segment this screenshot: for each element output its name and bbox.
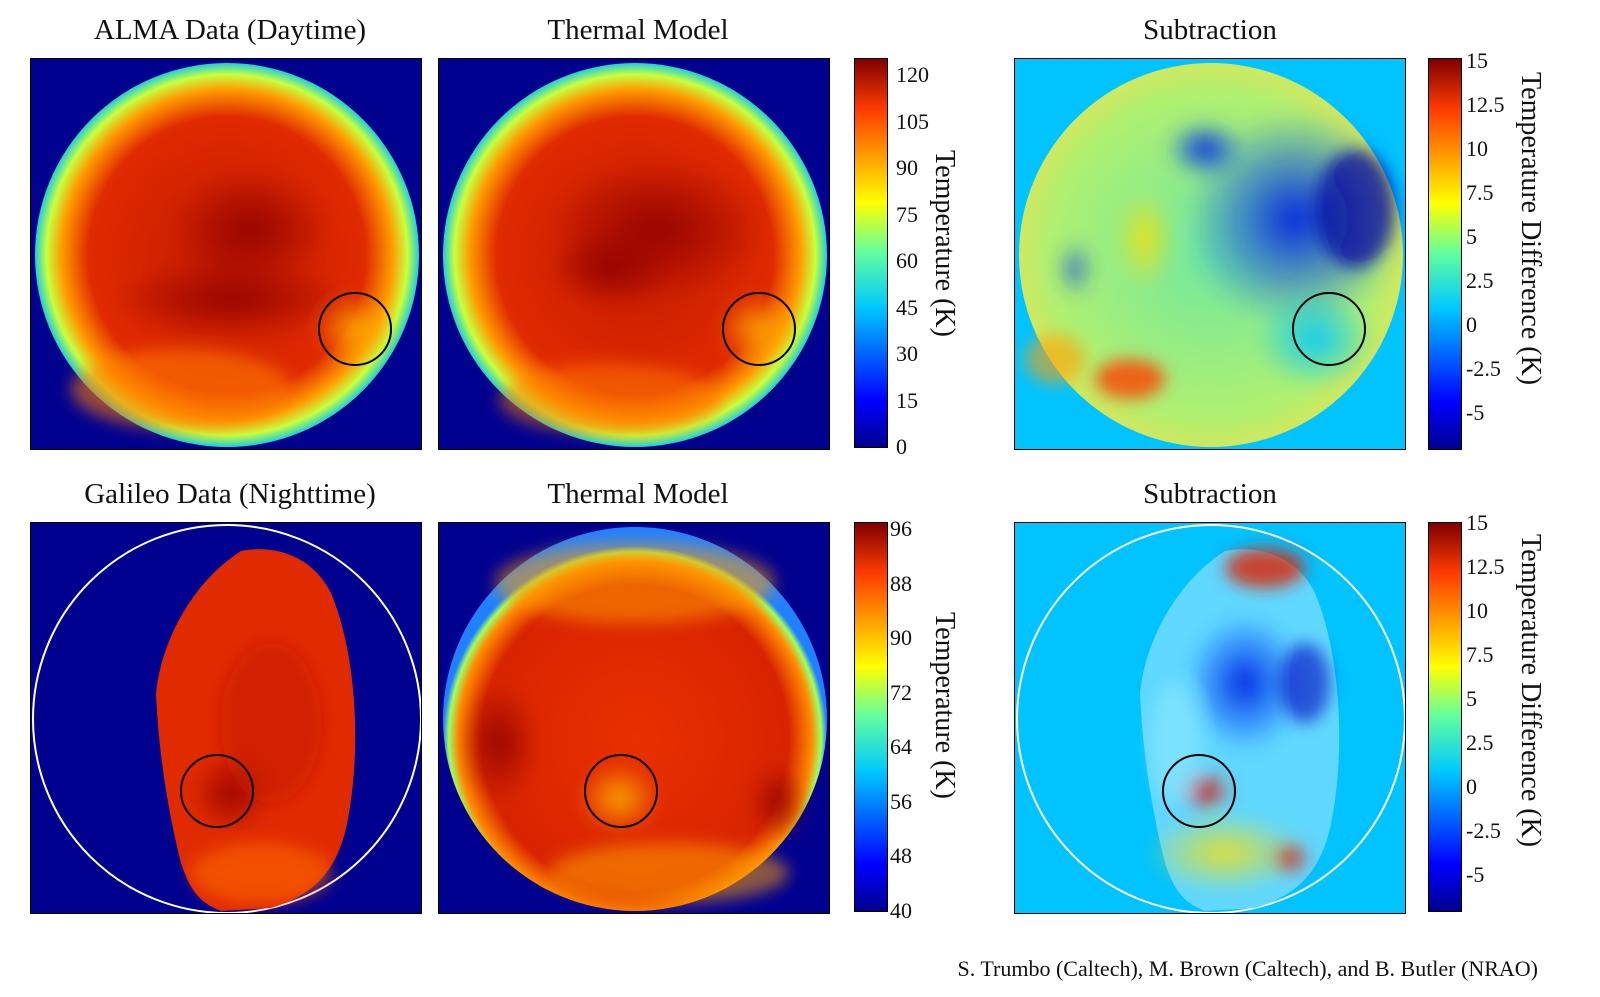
panel-title-galileo-nighttime: Galileo Data (Nighttime) bbox=[84, 478, 376, 510]
colorbar-tick-label: 120 bbox=[896, 62, 929, 87]
feature-marker-circle bbox=[722, 292, 796, 366]
colorbar-tick-label: 90 bbox=[896, 155, 918, 180]
difference-colorbar-night-label: Temperature Difference (K) bbox=[1515, 534, 1546, 848]
colorbar-tick-label: 0 bbox=[896, 434, 907, 459]
colorbar-tick-label: 15 bbox=[896, 387, 918, 413]
temperature-colorbar-day bbox=[854, 58, 888, 448]
colorbar-tick-label: 88 bbox=[890, 570, 912, 596]
alma-daytime-map bbox=[30, 58, 422, 450]
thermal-model-daytime-map bbox=[438, 58, 830, 450]
colorbar-tick-label: 30 bbox=[896, 341, 918, 366]
temperature-colorbar-night-label: Temperature (K) bbox=[929, 612, 960, 799]
colorbar-tick-label: -5 bbox=[1466, 862, 1485, 887]
limb-circle bbox=[1016, 524, 1405, 913]
colorbar-tick-label: -5 bbox=[1466, 400, 1485, 425]
panel-title-thermal-model-night: Thermal Model bbox=[547, 478, 729, 510]
colorbar-tick-label: 40 bbox=[890, 897, 912, 923]
difference-colorbar-day-label: Temperature Difference (K) bbox=[1515, 72, 1546, 386]
colorbar-tick-label: 105 bbox=[896, 108, 929, 134]
colorbar-tick-label: 64 bbox=[890, 734, 912, 759]
colorbar-tick-label: 15 bbox=[1466, 510, 1488, 535]
limb-circle bbox=[32, 524, 421, 913]
galileo-nighttime-map bbox=[30, 522, 422, 914]
temperature-colorbar-day-label: Temperature (K) bbox=[929, 150, 960, 337]
difference-colorbar-night bbox=[1428, 522, 1462, 912]
colorbar-tick-label: 90 bbox=[890, 625, 912, 650]
panel-title-alma-daytime: ALMA Data (Daytime) bbox=[93, 14, 367, 46]
colorbar-tick-label: 48 bbox=[890, 843, 912, 868]
colorbar-tick-label: 12.5 bbox=[1466, 92, 1505, 117]
colorbar-tick-label: 2.5 bbox=[1466, 268, 1494, 293]
colorbar-tick-label: 5 bbox=[1466, 686, 1477, 711]
image-credit: S. Trumbo (Caltech), M. Brown (Caltech),… bbox=[957, 956, 1539, 981]
colorbar-tick-label: 15 bbox=[1466, 48, 1488, 73]
colorbar-tick-label: 10 bbox=[1466, 598, 1488, 623]
difference-colorbar-day bbox=[1428, 58, 1462, 450]
colorbar-tick-label: 45 bbox=[896, 294, 918, 320]
subtraction-daytime-map bbox=[1014, 58, 1406, 450]
thermal-model-nighttime-map bbox=[438, 522, 830, 914]
colorbar-tick-label: 12.5 bbox=[1466, 554, 1505, 579]
colorbar-tick-label: 56 bbox=[890, 788, 912, 814]
feature-marker-circle bbox=[180, 754, 254, 828]
colorbar-tick-label: 75 bbox=[896, 201, 918, 227]
feature-marker-circle bbox=[1292, 292, 1366, 366]
colorbar-tick-label: 10 bbox=[1466, 136, 1488, 161]
colorbar-tick-label: 72 bbox=[890, 679, 912, 705]
colorbar-tick-label: 0 bbox=[1466, 774, 1477, 799]
colorbar-tick-label: 7.5 bbox=[1466, 180, 1494, 205]
colorbar-tick-label: 7.5 bbox=[1466, 642, 1494, 667]
colorbar-tick-label: 5 bbox=[1466, 224, 1477, 249]
colorbar-tick-label: 60 bbox=[896, 248, 918, 273]
feature-marker-circle bbox=[584, 754, 658, 828]
feature-marker-circle bbox=[318, 292, 392, 366]
feature-marker-circle bbox=[1162, 754, 1236, 828]
temperature-colorbar-night bbox=[854, 522, 888, 912]
colorbar-tick-label: 96 bbox=[890, 516, 912, 541]
colorbar-tick-label: 2.5 bbox=[1466, 730, 1494, 755]
panel-title-subtraction-night: Subtraction bbox=[1143, 478, 1277, 510]
panel-title-thermal-model-day: Thermal Model bbox=[547, 14, 729, 46]
colorbar-tick-label: -2.5 bbox=[1466, 356, 1501, 381]
subtraction-nighttime-map bbox=[1014, 522, 1406, 914]
colorbar-tick-label: 0 bbox=[1466, 312, 1477, 337]
colorbar-tick-label: -2.5 bbox=[1466, 818, 1501, 843]
panel-title-subtraction-day: Subtraction bbox=[1143, 14, 1277, 46]
